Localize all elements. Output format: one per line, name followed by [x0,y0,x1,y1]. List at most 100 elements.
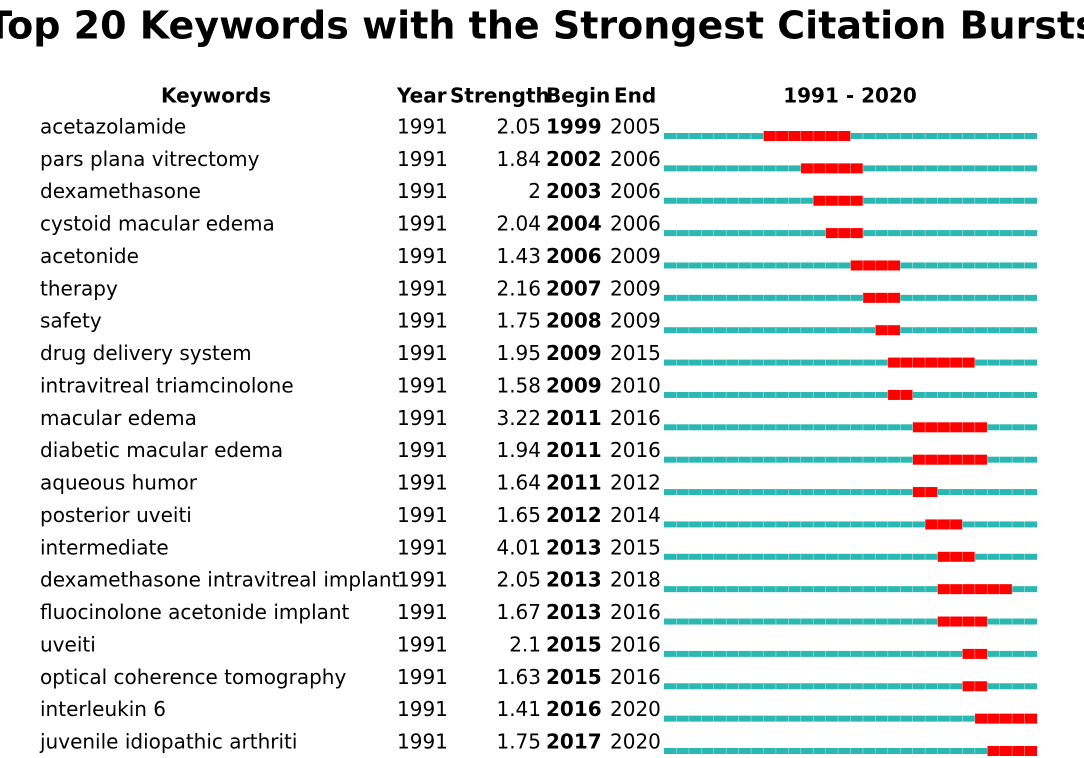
burst-bar [925,519,963,530]
year: 1991 [397,406,448,430]
end: 2009 [610,244,661,268]
range-label: 1991 - 2020 [783,84,917,108]
end: 2016 [610,632,661,656]
keyword: uveiti [40,632,96,656]
keyword: interleukin 6 [40,697,166,721]
strength: 1.58 [496,373,541,397]
begin: 2004 [546,212,602,236]
year: 1991 [397,179,448,203]
strength: 3.22 [496,406,541,430]
end: 2012 [610,471,661,495]
strength: 4.01 [496,535,541,559]
begin: 2013 [546,535,602,559]
keyword: juvenile idiopathic arthriti [39,730,297,754]
year: 1991 [397,535,448,559]
strength: 2.05 [496,568,541,592]
keyword: acetazolamide [40,115,186,139]
strength: 2.05 [496,115,541,139]
column-header: Year [396,84,447,108]
strength: 1.41 [496,697,541,721]
strength: 1.64 [496,471,541,495]
year: 1991 [397,244,448,268]
year: 1991 [397,115,448,139]
end: 2015 [610,535,661,559]
year: 1991 [397,632,448,656]
end: 2014 [610,503,661,527]
keyword: diabetic macular edema [40,438,283,462]
begin: 2013 [546,600,602,624]
strength: 1.65 [496,503,541,527]
keyword: intermediate [40,535,169,559]
year: 1991 [397,730,448,754]
keyword: posterior uveiti [40,503,192,527]
column-header: Strength [450,84,550,108]
keyword: intravitreal triamcinolone [40,373,294,397]
strength: 2.04 [496,212,541,236]
strength: 1.75 [496,730,541,754]
end: 2016 [610,438,661,462]
keyword: dexamethasone [40,179,201,203]
keyword: therapy [40,276,118,300]
begin: 2007 [546,276,602,300]
begin: 2008 [546,309,602,333]
end: 2016 [610,600,661,624]
year: 1991 [397,309,448,333]
burst-bar [887,357,975,368]
end: 2006 [610,147,661,171]
begin: 1999 [546,115,602,139]
keyword: pars plana vitrectomy [40,147,260,171]
keyword: acetonide [40,244,139,268]
strength: 1.43 [496,244,541,268]
strength: 2.16 [496,276,541,300]
year: 1991 [397,212,448,236]
begin: 2015 [546,632,602,656]
keyword: dexamethasone intravitreal implant [40,568,400,592]
begin: 2009 [546,341,602,365]
end: 2020 [610,730,661,754]
end: 2018 [610,568,661,592]
strength: 1.63 [496,665,541,689]
year: 1991 [397,438,448,462]
end: 2005 [610,115,661,139]
burst-bar [974,713,1037,724]
year: 1991 [397,276,448,300]
begin: 2012 [546,503,602,527]
burst-bar [800,163,863,174]
column-header: End [614,84,656,108]
strength: 1.75 [496,309,541,333]
end: 2006 [610,179,661,203]
begin: 2011 [546,438,602,462]
begin: 2002 [546,147,602,171]
year: 1991 [397,341,448,365]
column-header: Keywords [161,84,271,108]
strength: 2.1 [509,632,541,656]
strength: 1.94 [496,438,541,462]
begin: 2003 [546,179,602,203]
begin: 2017 [546,730,602,754]
year: 1991 [397,665,448,689]
strength: 2 [528,179,541,203]
keyword: aqueous humor [40,471,198,495]
year: 1991 [397,471,448,495]
end: 2010 [610,373,661,397]
begin: 2011 [546,471,602,495]
begin: 2009 [546,373,602,397]
burst-bar [862,292,901,303]
end: 2016 [610,665,661,689]
year: 1991 [397,600,448,624]
begin: 2015 [546,665,602,689]
column-header: Begin [546,84,610,108]
burst-bar [825,228,863,239]
year: 1991 [397,697,448,721]
end: 2020 [610,697,661,721]
end: 2015 [610,341,661,365]
begin: 2011 [546,406,602,430]
end: 2009 [610,309,661,333]
keyword: safety [40,309,102,333]
burst-bar [763,131,851,141]
year: 1991 [397,373,448,397]
begin: 2013 [546,568,602,592]
strength: 1.84 [496,147,541,171]
keyword: macular edema [40,406,197,430]
